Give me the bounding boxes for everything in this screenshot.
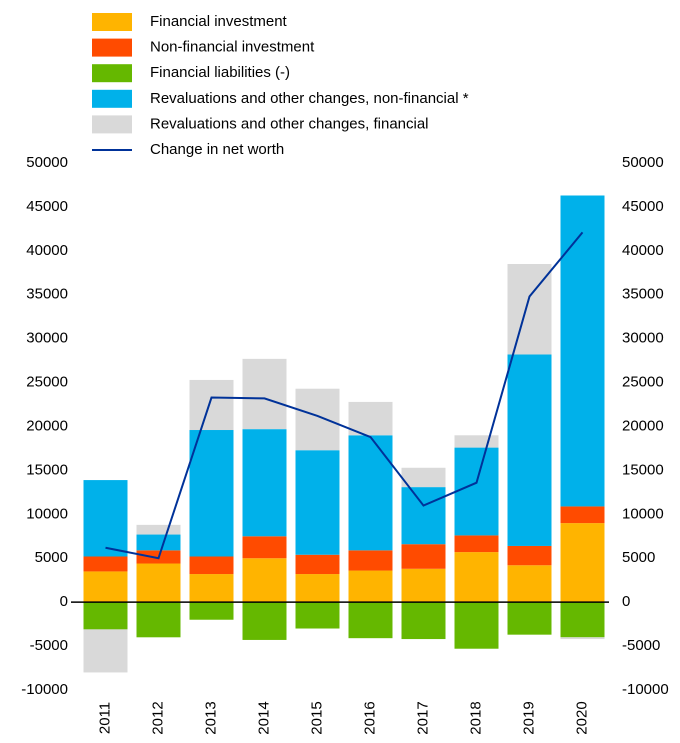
y2-tick-label: 15000: [622, 461, 664, 478]
bar: [560, 523, 605, 603]
bar: [348, 401, 393, 436]
bar: [242, 558, 287, 603]
bar: [454, 602, 499, 649]
y2-tick-label: 5000: [622, 549, 655, 566]
bar: [242, 429, 287, 537]
bar: [136, 563, 181, 603]
bar: [242, 602, 287, 640]
y-tick-label: 50000: [26, 154, 68, 171]
y-tick-label: 0: [60, 593, 68, 610]
y2-tick-label: 35000: [622, 286, 664, 303]
x-tick-label: 2017: [414, 701, 431, 734]
bar: [295, 450, 340, 555]
y-tick-label: 25000: [26, 374, 68, 391]
x-tick-label: 2020: [573, 701, 590, 734]
legend-swatch: [92, 13, 132, 31]
bar: [401, 467, 446, 488]
legend-swatch: [92, 89, 132, 108]
x-tick-label: 2015: [308, 701, 325, 734]
y2-tick-label: 30000: [622, 330, 664, 347]
legend-label: Financial investment: [150, 13, 288, 30]
bar: [83, 556, 128, 572]
bar: [507, 602, 552, 635]
y2-tick-label: 10000: [622, 505, 664, 522]
bar: [560, 602, 605, 638]
bar: [189, 574, 234, 603]
bar: [560, 195, 605, 507]
legend-swatch: [92, 115, 132, 134]
bar: [189, 379, 234, 431]
bar: [83, 602, 128, 630]
legend-label: Revaluations and other changes, non-fina…: [150, 90, 469, 107]
legend-label: Change in net worth: [150, 141, 284, 158]
bar: [454, 435, 499, 448]
x-tick-label: 2012: [149, 701, 166, 734]
y2-tick-label: 45000: [622, 198, 664, 215]
bar: [189, 430, 234, 557]
bar: [242, 536, 287, 559]
bar: [83, 480, 128, 557]
bar: [348, 602, 393, 639]
bar: [560, 637, 605, 640]
bar: [189, 602, 234, 620]
y2-tick-label: 20000: [622, 417, 664, 434]
y-tick-label: 40000: [26, 242, 68, 259]
legend-label: Non-financial investment: [150, 39, 315, 56]
x-tick-label: 2013: [202, 701, 219, 734]
y2-tick-label: 50000: [622, 154, 664, 171]
bar: [401, 568, 446, 603]
y-tick-label: 45000: [26, 198, 68, 215]
bar: [348, 570, 393, 603]
x-tick-label: 2016: [361, 701, 378, 734]
y-tick-label: 20000: [26, 417, 68, 434]
x-tick-label: 2019: [520, 701, 537, 734]
bar: [83, 629, 128, 673]
x-tick-label: 2014: [255, 701, 272, 734]
bar: [507, 354, 552, 546]
bar: [136, 524, 181, 535]
legend-label: Financial liabilities (-): [150, 64, 290, 81]
legend-swatch: [92, 64, 132, 83]
y-tick-label: -10000: [21, 681, 68, 698]
y2-tick-label: -5000: [622, 637, 660, 654]
y-tick-label: 30000: [26, 330, 68, 347]
bar: [348, 550, 393, 571]
bar: [454, 447, 499, 536]
y2-tick-label: -10000: [622, 681, 669, 698]
bar: [348, 435, 393, 551]
y-tick-label: 35000: [26, 286, 68, 303]
x-tick-label: 2011: [96, 702, 113, 734]
bar: [401, 602, 446, 640]
bar: [560, 506, 605, 524]
legend-label: Revaluations and other changes, financia…: [150, 115, 429, 132]
bar: [189, 556, 234, 575]
bar: [136, 534, 181, 551]
bar: [401, 544, 446, 569]
y-tick-label: 5000: [35, 549, 68, 566]
y-tick-label: 10000: [26, 505, 68, 522]
bar: [401, 487, 446, 545]
y-tick-label: 15000: [26, 461, 68, 478]
bar: [295, 388, 340, 451]
bar: [507, 565, 552, 603]
bar: [83, 571, 128, 603]
bar: [507, 545, 552, 566]
bar: [295, 554, 340, 575]
x-tick-label: 2018: [467, 701, 484, 734]
bar: [295, 602, 340, 629]
line-series: [105, 231, 584, 560]
y2-tick-label: 0: [622, 593, 630, 610]
y-tick-label: -5000: [30, 637, 68, 654]
legend-swatch: [92, 38, 132, 57]
bar: [454, 552, 499, 603]
y2-tick-label: 25000: [622, 374, 664, 391]
bar: [295, 574, 340, 603]
bar: [242, 358, 287, 430]
bar: [454, 535, 499, 553]
y2-tick-label: 40000: [622, 242, 664, 259]
bar: [136, 602, 181, 638]
